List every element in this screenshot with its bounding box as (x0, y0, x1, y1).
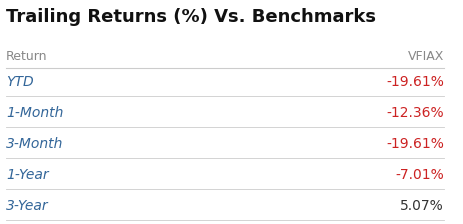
Text: -12.36%: -12.36% (386, 106, 443, 120)
Text: VFIAX: VFIAX (407, 50, 443, 63)
Text: -7.01%: -7.01% (394, 168, 443, 182)
Text: -19.61%: -19.61% (385, 137, 443, 151)
Text: Return: Return (6, 50, 47, 63)
Text: YTD: YTD (6, 75, 33, 89)
Text: 5.07%: 5.07% (400, 199, 443, 213)
Text: 1-Year: 1-Year (6, 168, 48, 182)
Text: 3-Year: 3-Year (6, 199, 48, 213)
Text: 1-Month: 1-Month (6, 106, 63, 120)
Text: Trailing Returns (%) Vs. Benchmarks: Trailing Returns (%) Vs. Benchmarks (6, 8, 375, 26)
Text: 3-Month: 3-Month (6, 137, 63, 151)
Text: -19.61%: -19.61% (385, 75, 443, 89)
